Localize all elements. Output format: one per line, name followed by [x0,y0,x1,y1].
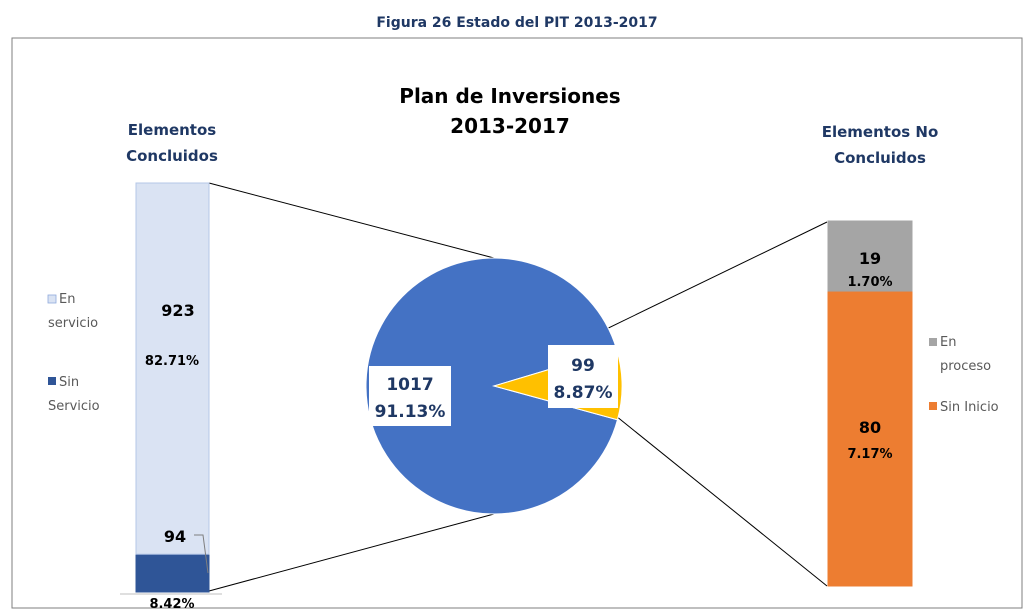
left-stacked-bar [135,182,210,593]
sin-servicio-value-label: 94 [164,527,186,546]
legend-sin-inicio-swatch [929,402,937,410]
pie-slice-label-box [548,345,618,408]
right-stacked-bar [827,220,913,587]
pie-slice-concluidos [365,257,619,515]
bar-segment-sin-servicio [135,553,210,593]
pie-main-value-label: 1017 [386,375,433,395]
bar-segment-en-proceso [827,220,913,292]
sin-servicio-percent-label: 8.42% [149,597,194,612]
left-bar-title-line-1: Elementos [128,121,217,139]
legend-sin-servicio-line-2: Servicio [48,399,100,414]
bar-segment-sin-inicio [827,290,913,587]
legend-en-proceso-line-1: En [940,335,956,350]
en-servicio-value-label: 923 [161,301,194,320]
connector-left-top [208,182,495,259]
legend-en-proceso-swatch [929,338,937,346]
legend-en-proceso-line-2: proceso [940,359,991,374]
right-bar-title-line-1: Elementos No [822,123,939,141]
connector-right-bottom [615,415,828,587]
en-proceso-value-label: 19 [859,249,881,268]
connector-right-top [593,221,828,336]
right-bar-title-line-2: Concluidos [834,149,926,167]
pie-title-line-1: Plan de Inversiones [399,84,620,108]
en-proceso-percent-label: 1.70% [847,275,892,290]
pie-main-percent-label: 91.13% [375,402,446,422]
legend-sin-servicio-line-1: Sin [59,375,79,390]
left-bar-title-line-2: Concluidos [126,147,218,165]
pie-slice-percent-label: 8.87% [554,383,613,403]
sin-inicio-percent-label: 7.17% [847,447,892,462]
legend-sin-servicio-swatch [48,377,56,385]
sin-inicio-value-label: 80 [859,418,881,437]
figure-caption: Figura 26 Estado del PIT 2013-2017 [376,15,657,31]
sin-servicio-leader-line [194,534,209,574]
legend-sin-inicio-label: Sin Inicio [940,400,999,415]
legend-en-servicio-line-1: En [59,292,75,307]
pie-title-line-2: 2013-2017 [450,114,570,138]
bar-segment-en-servicio [135,182,210,555]
en-servicio-percent-label: 82.71% [145,354,199,369]
connector-left-bottom [208,513,495,592]
pie-main-label-box [369,366,451,426]
legend-en-servicio-swatch [47,294,57,304]
pie-slice-value-label: 99 [571,356,595,376]
legend-en-servicio-line-2: servicio [48,316,98,331]
